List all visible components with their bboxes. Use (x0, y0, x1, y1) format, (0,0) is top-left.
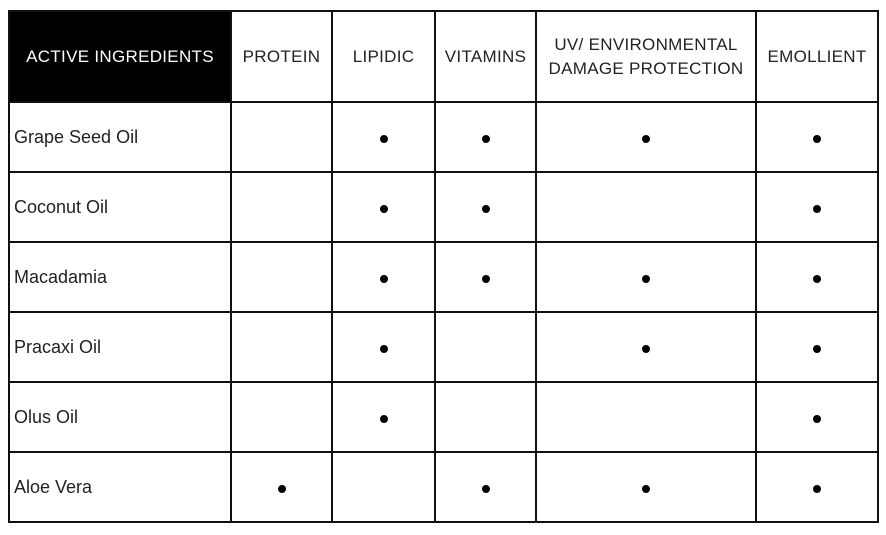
mark-cell (331, 171, 436, 243)
bullet-dot-icon (379, 344, 388, 353)
bullet-dot-icon (481, 274, 490, 283)
mark-cell (331, 311, 436, 383)
bullet-dot-icon (481, 204, 490, 213)
header-active-ingredients: ACTIVE INGREDIENTS (8, 10, 232, 103)
table-row: Grape Seed Oil (8, 101, 879, 173)
bullet-dot-icon (277, 484, 286, 493)
bullet-dot-icon (379, 414, 388, 423)
mark-cell (434, 311, 537, 383)
header-vitamins: VITAMINS (434, 10, 537, 103)
mark-cell (331, 241, 436, 313)
mark-cell (535, 171, 757, 243)
header-emollient: EMOLLIENT (755, 10, 879, 103)
bullet-dot-icon (642, 344, 650, 353)
ingredient-name: Coconut Oil (8, 171, 232, 243)
ingredient-name: Macadamia (8, 241, 232, 313)
table-row: Olus Oil (8, 381, 879, 453)
ingredient-name: Pracaxi Oil (8, 311, 232, 383)
mark-cell (755, 381, 879, 453)
mark-cell (230, 101, 333, 173)
mark-cell (755, 451, 879, 523)
bullet-dot-icon (481, 134, 490, 143)
header-row: ACTIVE INGREDIENTS PROTEIN LIPIDIC VITAM… (8, 10, 879, 103)
ingredient-name: Aloe Vera (8, 451, 232, 523)
mark-cell (331, 451, 436, 523)
bullet-dot-icon (379, 274, 388, 283)
table-row: Macadamia (8, 241, 879, 313)
bullet-dot-icon (813, 484, 821, 493)
bullet-dot-icon (813, 414, 821, 423)
table-row: Coconut Oil (8, 171, 879, 243)
mark-cell (535, 451, 757, 523)
bullet-dot-icon (642, 484, 650, 493)
bullet-dot-icon (813, 134, 821, 143)
mark-cell (230, 451, 333, 523)
mark-cell (755, 101, 879, 173)
mark-cell (755, 171, 879, 243)
mark-cell (434, 451, 537, 523)
mark-cell (230, 381, 333, 453)
mark-cell (535, 101, 757, 173)
mark-cell (434, 171, 537, 243)
mark-cell (535, 381, 757, 453)
mark-cell (230, 241, 333, 313)
mark-cell (230, 311, 333, 383)
mark-cell (755, 241, 879, 313)
mark-cell (331, 381, 436, 453)
header-protein: PROTEIN (230, 10, 333, 103)
table-row: Aloe Vera (8, 451, 879, 523)
mark-cell (535, 241, 757, 313)
ingredient-name: Olus Oil (8, 381, 232, 453)
mark-cell (230, 171, 333, 243)
bullet-dot-icon (481, 484, 490, 493)
mark-cell (434, 101, 537, 173)
mark-cell (434, 381, 537, 453)
bullet-dot-icon (642, 134, 650, 143)
bullet-dot-icon (813, 274, 821, 283)
mark-cell (535, 311, 757, 383)
bullet-dot-icon (642, 274, 650, 283)
bullet-dot-icon (379, 204, 388, 213)
ingredient-name: Grape Seed Oil (8, 101, 232, 173)
mark-cell (331, 101, 436, 173)
mark-cell (434, 241, 537, 313)
header-lipidic: LIPIDIC (331, 10, 436, 103)
ingredients-table: ACTIVE INGREDIENTS PROTEIN LIPIDIC VITAM… (8, 10, 879, 523)
table-row: Pracaxi Oil (8, 311, 879, 383)
bullet-dot-icon (813, 344, 821, 353)
bullet-dot-icon (379, 134, 388, 143)
mark-cell (755, 311, 879, 383)
bullet-dot-icon (813, 204, 821, 213)
header-uv-protection: UV/ ENVIRONMENTAL DAMAGE PROTECTION (535, 10, 757, 103)
